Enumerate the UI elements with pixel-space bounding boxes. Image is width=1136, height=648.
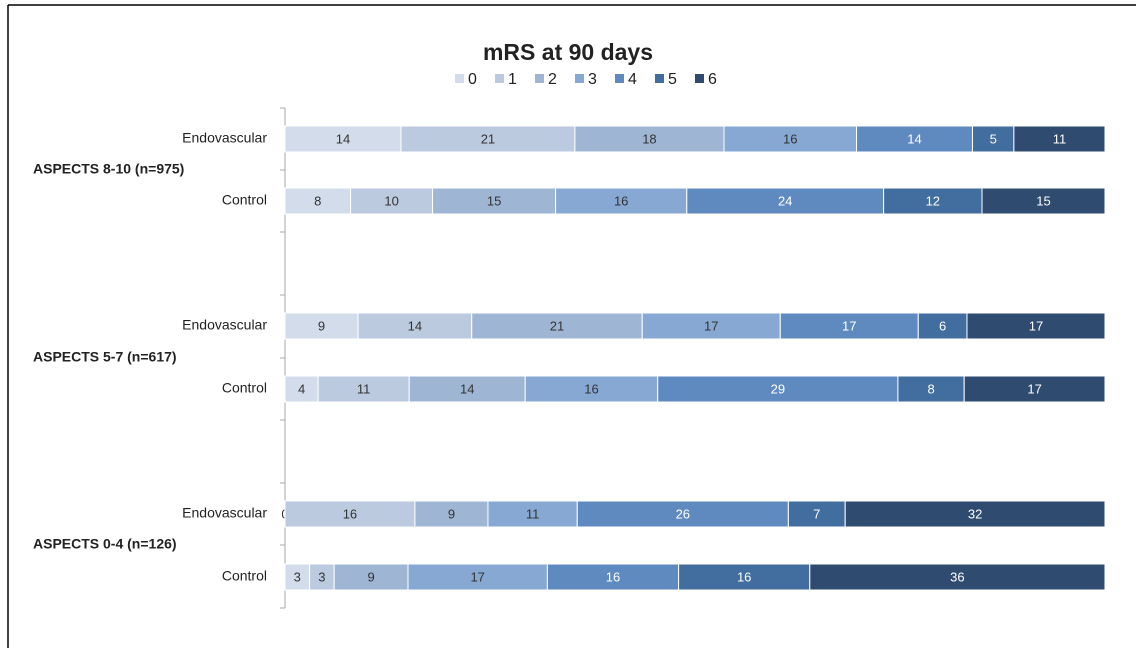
legend-label: 5 <box>668 71 677 88</box>
bar-segment <box>350 187 434 215</box>
legend-label: 2 <box>548 71 557 88</box>
data-label: 18 <box>642 131 656 146</box>
legend-swatch <box>575 74 584 83</box>
data-label: 24 <box>778 193 792 208</box>
data-label: 26 <box>676 506 690 521</box>
data-label: 15 <box>487 193 501 208</box>
data-label: 21 <box>481 131 495 146</box>
bar-segment <box>963 375 1106 403</box>
bar-segment <box>407 563 548 591</box>
data-label: 16 <box>606 569 620 584</box>
bar-segment <box>917 312 968 340</box>
legend-label: 0 <box>468 71 477 88</box>
bar-segment <box>400 125 576 153</box>
bar-segment <box>284 312 359 340</box>
data-label: 11 <box>526 506 540 521</box>
bar-segment <box>546 563 680 591</box>
data-label: 14 <box>460 381 474 396</box>
data-label: 29 <box>771 381 785 396</box>
data-label: 6 <box>939 318 946 333</box>
legend-label: 1 <box>508 71 517 88</box>
bar-segment <box>414 500 489 528</box>
bar-segment <box>883 187 983 215</box>
group-label: ASPECTS 0-4 (n=126) <box>33 536 177 552</box>
bar-segment <box>432 187 557 215</box>
data-label: 4 <box>298 381 305 396</box>
group-label: ASPECTS 5-7 (n=617) <box>33 349 177 365</box>
data-label: 10 <box>384 193 398 208</box>
data-label: 11 <box>1053 131 1067 146</box>
data-label: 14 <box>408 318 422 333</box>
bar-segment <box>641 312 781 340</box>
bar-segment <box>284 125 402 153</box>
bar-segment <box>844 500 1106 528</box>
bar-segment <box>309 563 335 591</box>
data-label: 16 <box>343 506 357 521</box>
legend-label: 3 <box>588 71 597 88</box>
legend-label: 6 <box>708 71 717 88</box>
bar-segment <box>408 375 526 403</box>
legend-swatch <box>695 74 704 83</box>
bar-segment <box>487 500 578 528</box>
legend-swatch <box>615 74 624 83</box>
data-label: 5 <box>990 131 997 146</box>
bar-segment <box>856 125 973 153</box>
chart-title: mRS at 90 days <box>483 39 653 65</box>
data-label: 21 <box>550 318 564 333</box>
category-label: Control <box>222 568 267 584</box>
bar-segment <box>471 312 643 340</box>
data-label: 16 <box>584 381 598 396</box>
data-label: 9 <box>367 569 374 584</box>
bar-segment <box>897 375 965 403</box>
legend-swatch <box>655 74 664 83</box>
data-label: 17 <box>470 569 484 584</box>
data-label: 9 <box>448 506 455 521</box>
bar-segment <box>723 125 858 153</box>
bar-segment <box>555 187 688 215</box>
bar-segment <box>657 375 899 403</box>
data-label: 11 <box>357 381 371 396</box>
bar-segment <box>1013 125 1106 153</box>
bar-segment <box>809 563 1106 591</box>
category-label: Endovascular <box>182 505 267 521</box>
data-label: 14 <box>336 131 350 146</box>
legend-swatch <box>455 74 464 83</box>
data-label: 7 <box>813 506 820 521</box>
bar-segment <box>284 500 416 528</box>
bar-segment <box>333 563 409 591</box>
legend-swatch <box>535 74 544 83</box>
legend-swatch <box>495 74 504 83</box>
data-label: 32 <box>968 506 982 521</box>
bar-segment <box>678 563 811 591</box>
category-label: Endovascular <box>182 317 267 333</box>
legend-label: 4 <box>628 71 637 88</box>
data-label: 14 <box>907 131 921 146</box>
data-label: 36 <box>950 569 964 584</box>
data-label: 17 <box>842 318 856 333</box>
bar-segment <box>576 500 789 528</box>
data-label: 3 <box>294 569 301 584</box>
bar-segment <box>357 312 473 340</box>
data-label: 16 <box>783 131 797 146</box>
data-label: 17 <box>1029 318 1043 333</box>
bar-segment <box>574 125 725 153</box>
category-label: Control <box>222 380 267 396</box>
bar-segment <box>966 312 1106 340</box>
data-label: 8 <box>927 381 934 396</box>
data-label: 12 <box>926 193 940 208</box>
data-label: 16 <box>737 569 751 584</box>
data-label: 3 <box>318 569 325 584</box>
data-label: 17 <box>1027 381 1041 396</box>
data-label: 8 <box>314 193 321 208</box>
bar-segment <box>981 187 1106 215</box>
group-label: ASPECTS 8-10 (n=975) <box>33 161 184 177</box>
data-label: 15 <box>1036 193 1050 208</box>
data-label: 9 <box>318 318 325 333</box>
category-label: Endovascular <box>182 130 267 146</box>
category-label: Control <box>222 192 267 208</box>
data-label: 16 <box>614 193 628 208</box>
bar-segment <box>971 125 1015 153</box>
data-label: 17 <box>704 318 718 333</box>
